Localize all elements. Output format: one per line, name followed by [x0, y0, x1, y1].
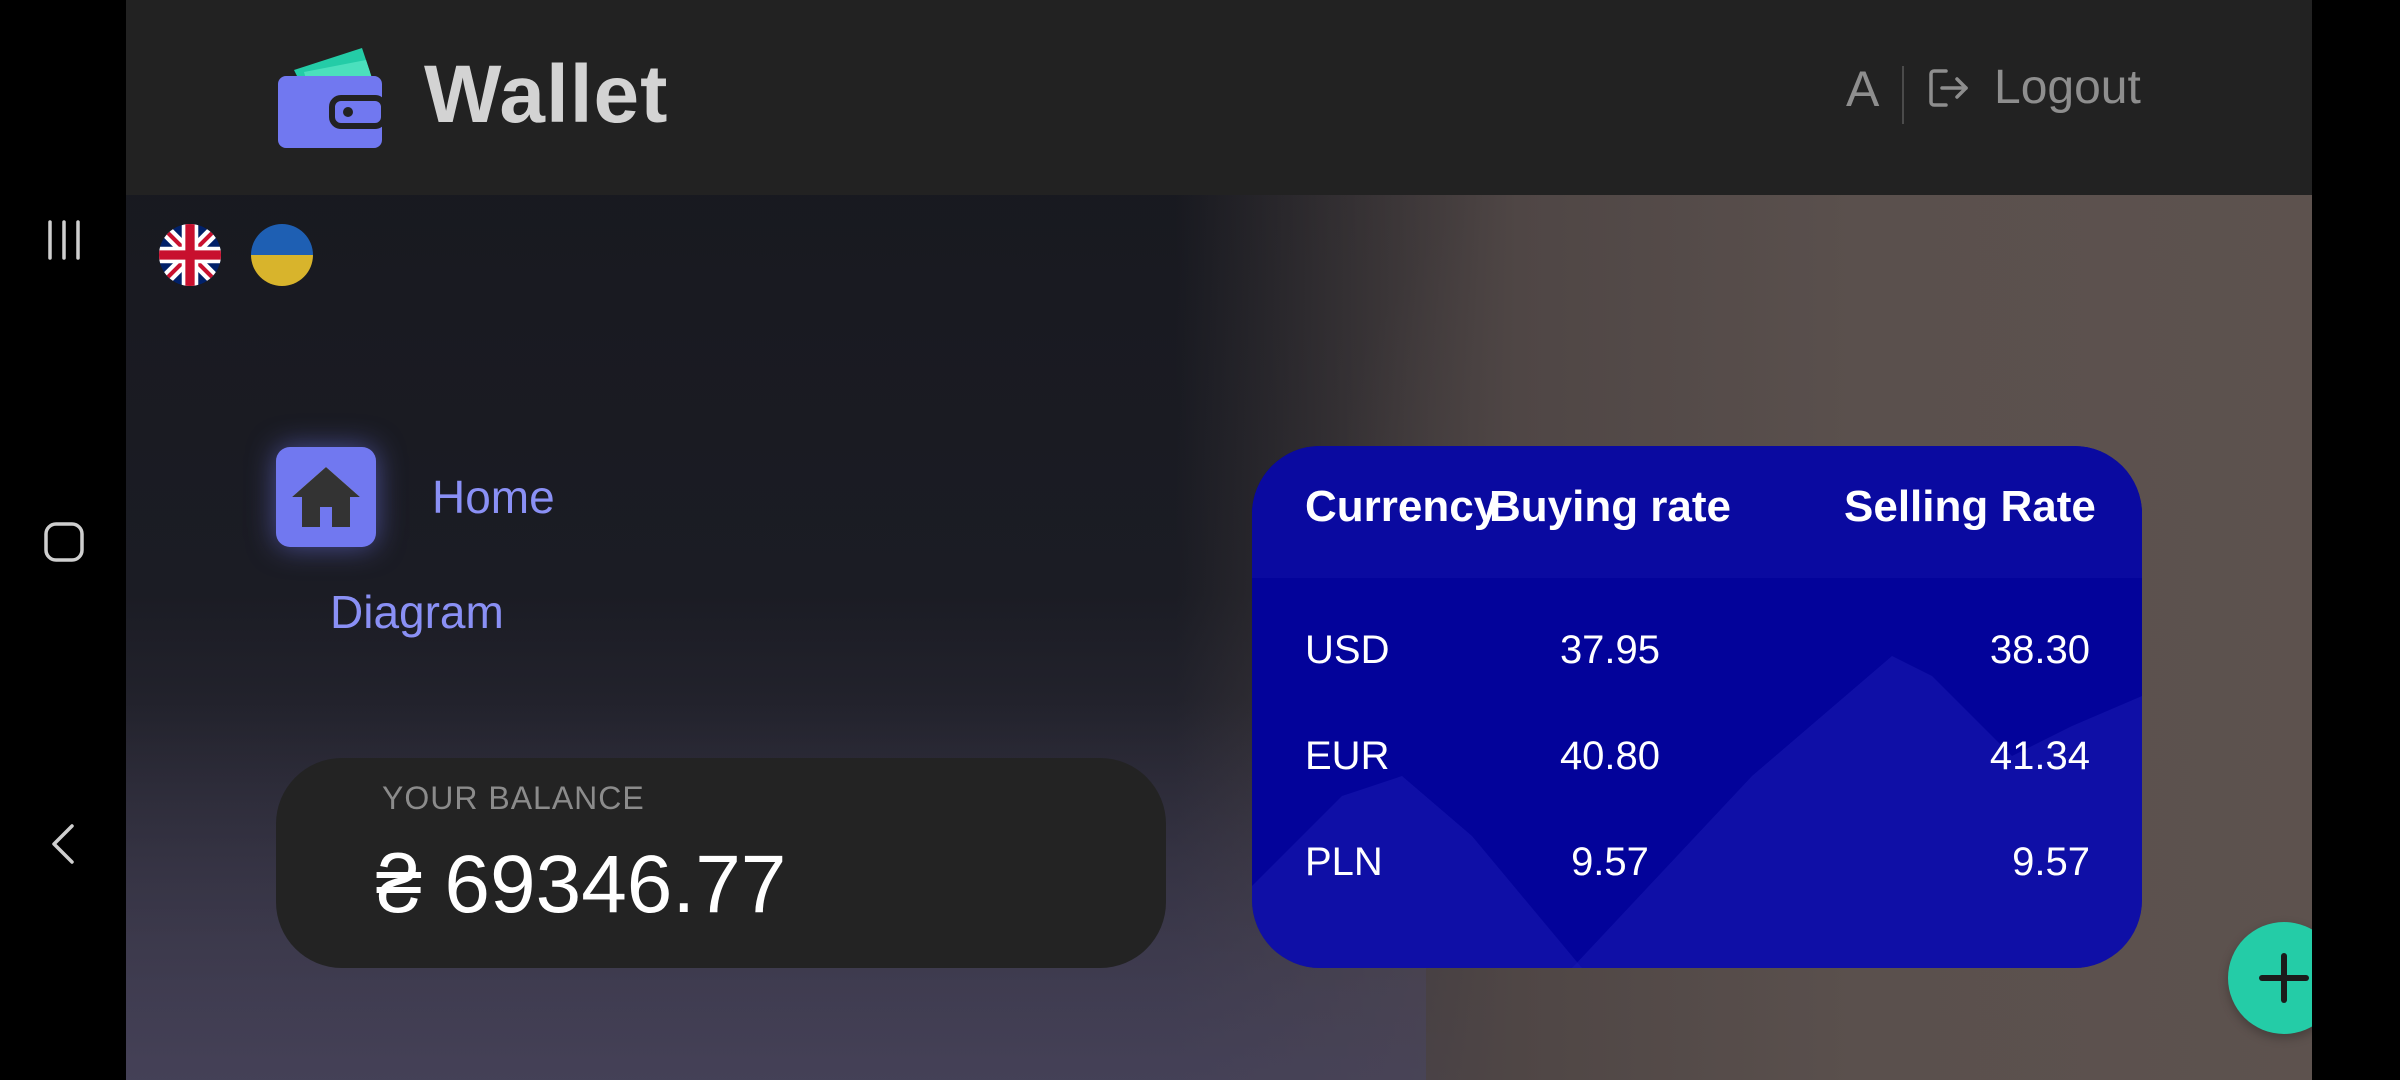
logout-button[interactable]: Logout — [1926, 60, 2141, 115]
rates-header-background — [1252, 446, 2142, 578]
cell-buying-rate: 40.80 — [1559, 734, 1661, 778]
user-name: A — [1846, 61, 1880, 117]
rates-table: Currency Buying rate Selling Rate USD 37… — [1252, 446, 2142, 968]
balance-card: YOUR BALANCE ₴ 69346.77 — [276, 758, 1166, 968]
add-transaction-button[interactable] — [2228, 922, 2312, 1034]
header-currency: Currency — [1305, 482, 1499, 531]
ukraine-flag-icon — [251, 224, 313, 286]
cell-selling-rate: 9.57 — [2012, 840, 2090, 884]
uk-flag-icon — [159, 224, 221, 286]
menu-home-label: Home — [432, 471, 555, 523]
cell-selling-rate: 41.34 — [1989, 734, 2090, 778]
balance-label: YOUR BALANCE — [382, 780, 645, 816]
home-icon — [292, 467, 360, 527]
system-navigation-bar — [0, 0, 126, 1080]
cell-currency: EUR — [1305, 734, 1390, 778]
currency-rates-card: Currency Buying rate Selling Rate USD 37… — [1252, 446, 2142, 968]
menu-item-diagram[interactable]: Diagram — [330, 586, 504, 638]
home-icon-box — [276, 447, 376, 547]
back-button[interactable] — [38, 818, 90, 870]
logout-label: Logout — [1994, 61, 2141, 114]
wallet-icon — [278, 48, 384, 148]
header-selling-rate: Selling Rate — [1844, 482, 2096, 531]
table-row: USD 37.95 38.30 — [1252, 628, 2142, 698]
header-divider — [1902, 66, 1904, 124]
header: Wallet A Logout — [126, 0, 2312, 195]
recents-icon — [48, 220, 80, 260]
logout-icon — [1929, 68, 1968, 107]
cell-selling-rate: 38.30 — [1989, 628, 2090, 672]
language-uk-button[interactable] — [251, 224, 313, 286]
balance-value: ₴ 69346.77 — [376, 839, 787, 930]
back-icon — [52, 824, 74, 864]
cell-currency: USD — [1305, 628, 1390, 672]
cell-buying-rate: 9.57 — [1571, 840, 1649, 884]
app-window: Wallet A Logout — [126, 0, 2312, 1080]
menu-item-home[interactable]: Home — [276, 447, 555, 547]
mountains-decoration — [1252, 656, 2142, 968]
table-row: EUR 40.80 41.34 — [1252, 734, 2142, 804]
cell-currency: PLN — [1305, 840, 1383, 884]
language-en-button[interactable] — [159, 224, 221, 286]
main-content: Home Diagram YOUR BALANCE ₴ 69346.77 Cur… — [126, 0, 2312, 1080]
home-nav-icon — [44, 522, 84, 562]
recents-button[interactable] — [38, 214, 90, 266]
table-row: PLN 9.57 9.57 — [1252, 840, 2142, 910]
app-title: Wallet — [424, 49, 669, 140]
header-buying-rate: Buying rate — [1488, 482, 1732, 531]
system-home-button[interactable] — [38, 516, 90, 568]
plus-icon — [2259, 953, 2309, 1003]
cell-buying-rate: 37.95 — [1559, 628, 1661, 672]
